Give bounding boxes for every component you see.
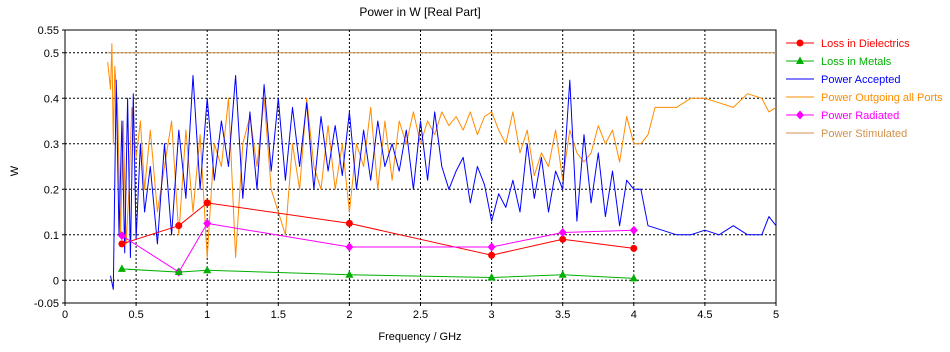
x-tick-label: 0 — [62, 309, 68, 321]
series-line-loss-in-metals — [121, 268, 634, 279]
y-tick-label: 0.5 — [44, 48, 59, 60]
y-tick-label: 0.3 — [44, 139, 59, 151]
legend-label: Power Accepted — [821, 74, 901, 86]
x-tick-label: 3.5 — [555, 309, 570, 321]
x-axis-ticks: 0 0.5 1 1.5 2 2.5 3 3.5 4 4.5 5 — [62, 303, 779, 321]
series-loss-in-metals — [117, 264, 638, 282]
x-tick-label: 4.5 — [697, 309, 712, 321]
data-point-loss-in-dielectrics — [118, 240, 126, 248]
y-tick-label: 0.2 — [44, 184, 59, 196]
data-point-loss-in-metals — [174, 267, 183, 276]
data-point-power-radiated — [117, 231, 126, 241]
legend-label: Loss in Metals — [821, 56, 892, 68]
data-point-loss-in-metals — [203, 265, 212, 274]
series-power-outgoing-all-ports — [107, 43, 777, 258]
data-point-power-radiated — [487, 242, 496, 252]
legend: Loss in Dielectrics Loss in Metals Power A… — [786, 38, 943, 140]
data-point-loss-in-metals — [629, 273, 638, 282]
data-point-power-radiated — [345, 242, 354, 252]
y-tick-label: -0.05 — [34, 298, 59, 310]
chart-title: Power in W [Real Part] — [359, 5, 480, 19]
data-point-loss-in-metals — [117, 264, 126, 272]
legend-item-loss-in-dielectrics: Loss in Dielectrics — [786, 38, 910, 50]
x-axis-label: Frequency / GHz — [378, 331, 461, 343]
y-tick-label: 0.1 — [44, 230, 59, 242]
data-point-loss-in-dielectrics — [488, 251, 496, 259]
data-point-loss-in-metals — [487, 273, 496, 281]
legend-item-power-stimulated: Power Stimulated — [786, 128, 907, 140]
x-tick-label: 2.5 — [413, 309, 428, 321]
series-line-power-accepted — [110, 75, 777, 290]
x-tick-label: 3 — [489, 309, 495, 321]
legend-swatch-marker — [796, 39, 804, 47]
legend-label: Loss in Dielectrics — [821, 38, 910, 50]
y-axis-ticks: -0.05 0 0.1 0.2 0.3 0.4 0.5 0.55 — [34, 25, 65, 310]
data-point-power-radiated — [558, 227, 567, 237]
x-tick-label: 1 — [204, 309, 210, 321]
x-tick-label: 5 — [773, 309, 779, 321]
x-tick-label: 0.5 — [128, 309, 143, 321]
data-point-loss-in-dielectrics — [630, 244, 638, 252]
data-point-loss-in-dielectrics — [175, 222, 183, 230]
legend-label: Power Stimulated — [821, 128, 907, 140]
legend-label: Power Radiated — [821, 110, 899, 122]
series-power-accepted — [110, 75, 777, 290]
data-point-loss-in-dielectrics — [559, 235, 567, 243]
series-power-radiated — [117, 218, 638, 277]
x-tick-label: 1.5 — [271, 309, 286, 321]
data-point-loss-in-dielectrics — [345, 219, 353, 227]
series-loss-in-dielectrics — [118, 199, 638, 259]
data-point-loss-in-dielectrics — [203, 199, 211, 207]
legend-label: Power Outgoing all Ports — [821, 92, 943, 104]
x-tick-label: 4 — [631, 309, 637, 321]
y-tick-label: 0 — [53, 275, 59, 287]
legend-item-power-radiated: Power Radiated — [786, 110, 899, 122]
data-point-power-radiated — [203, 218, 212, 228]
grid-lines — [65, 30, 776, 303]
legend-item-loss-in-metals: Loss in Metals — [786, 56, 892, 68]
legend-swatch-marker — [796, 110, 804, 120]
series-line-power-radiated — [121, 222, 634, 273]
data-point-loss-in-metals — [558, 270, 567, 278]
data-point-loss-in-metals — [345, 270, 354, 278]
data-point-power-radiated — [629, 225, 638, 235]
y-axis-label: W — [9, 165, 21, 176]
series-group — [107, 43, 777, 290]
legend-item-power-accepted: Power Accepted — [786, 74, 901, 86]
y-tick-label: 0.4 — [44, 93, 59, 105]
x-tick-label: 2 — [346, 309, 352, 321]
legend-swatch-marker — [796, 56, 804, 64]
y-tick-label: 0.55 — [38, 25, 59, 37]
legend-item-power-outgoing-all-ports: Power Outgoing all Ports — [786, 92, 943, 104]
series-line-power-outgoing-all-ports — [107, 43, 777, 258]
